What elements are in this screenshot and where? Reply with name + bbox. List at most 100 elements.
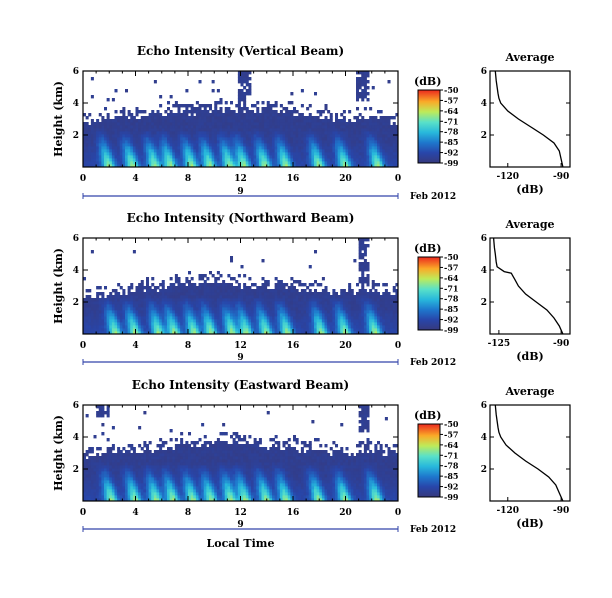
heatmap-cell xyxy=(117,301,121,305)
heatmap-cell xyxy=(258,152,262,156)
heatmap-cell xyxy=(224,301,228,305)
heatmap-cell xyxy=(159,134,163,138)
heatmap-cell xyxy=(335,310,339,314)
heatmap-cell xyxy=(285,289,289,293)
heatmap-cell xyxy=(83,143,87,147)
heatmap-cell xyxy=(324,316,328,320)
heatmap-cell xyxy=(143,122,147,126)
heatmap-cell xyxy=(340,316,344,320)
heatmap-cell xyxy=(180,164,184,168)
heatmap-cell xyxy=(316,152,320,156)
heatmap-cell xyxy=(214,125,218,129)
heatmap-cell xyxy=(311,146,315,150)
heatmap-cell xyxy=(111,474,115,478)
heatmap-cell xyxy=(298,328,302,332)
heatmap-cell xyxy=(188,316,192,320)
heatmap-cell xyxy=(198,146,202,150)
heatmap-cell xyxy=(235,325,239,329)
heatmap-cell xyxy=(177,289,181,293)
heatmap-cell xyxy=(143,325,147,329)
heatmap-cell xyxy=(209,319,213,323)
heatmap-cell xyxy=(203,155,207,159)
heatmap-cell xyxy=(104,128,108,132)
heatmap-cell xyxy=(211,158,215,162)
heatmap-cell xyxy=(156,301,160,305)
heatmap-cell xyxy=(159,116,163,120)
heatmap-cell xyxy=(83,277,87,281)
heatmap-cell xyxy=(248,119,252,123)
heatmap-cell xyxy=(235,310,239,314)
heatmap-cell xyxy=(274,161,278,165)
heatmap-cell xyxy=(264,119,268,123)
heatmap-cell xyxy=(127,307,131,311)
heatmap-cell xyxy=(274,298,278,302)
heatmap-cell xyxy=(269,116,273,120)
heatmap-cell xyxy=(392,325,396,329)
heatmap-cell xyxy=(156,116,160,120)
heatmap-cell xyxy=(243,101,247,105)
heatmap-cell xyxy=(245,322,249,326)
heatmap-cell xyxy=(232,164,236,168)
heatmap-cell xyxy=(235,295,239,299)
heatmap-cell xyxy=(130,465,134,469)
heatmap-cell xyxy=(390,319,394,323)
heatmap-cell xyxy=(111,298,115,302)
heatmap-cell xyxy=(366,322,370,326)
heatmap-cell xyxy=(85,125,89,129)
heatmap-cell xyxy=(319,146,323,150)
heatmap-cell xyxy=(303,301,307,305)
heatmap-cell xyxy=(251,155,255,159)
heatmap-cell xyxy=(83,477,87,481)
heatmap-cell xyxy=(85,158,89,162)
heatmap-cell xyxy=(324,104,328,108)
heatmap-cell xyxy=(321,310,325,314)
heatmap-cell xyxy=(348,146,352,150)
average-profile-line xyxy=(492,237,564,335)
heatmap-cell xyxy=(363,268,367,272)
heatmap-cell xyxy=(274,304,278,308)
heatmap-cell xyxy=(321,143,325,147)
heatmap-cell xyxy=(384,319,388,323)
heatmap-cell xyxy=(251,110,255,114)
heatmap-cell xyxy=(101,319,105,323)
heatmap-cell xyxy=(104,143,108,147)
heatmap-cell xyxy=(253,325,257,329)
heatmap-cell xyxy=(219,307,223,311)
heatmap-cell xyxy=(230,325,234,329)
heatmap-cell xyxy=(327,122,331,126)
heatmap-cell xyxy=(256,161,260,165)
heatmap-cell xyxy=(332,310,336,314)
heatmap-cell xyxy=(384,325,388,329)
heatmap-cell xyxy=(101,325,105,329)
heatmap-cell xyxy=(101,158,105,162)
heatmap-cell xyxy=(135,477,139,481)
heatmap-cell xyxy=(335,149,339,153)
heatmap-cell xyxy=(377,316,381,320)
heatmap-cell xyxy=(363,265,367,269)
heatmap-cell xyxy=(135,128,139,132)
heatmap-cell xyxy=(188,155,192,159)
heatmap-cell xyxy=(140,492,144,496)
heatmap-cell xyxy=(185,152,189,156)
heatmap-cell xyxy=(232,134,236,138)
heatmap-cell xyxy=(201,274,205,278)
heatmap-cell xyxy=(148,474,152,478)
average-frame xyxy=(489,70,571,168)
heatmap-cell xyxy=(125,125,129,129)
heatmap-cell xyxy=(138,444,142,448)
heatmap-cell xyxy=(300,298,304,302)
heatmap-cell xyxy=(106,438,110,442)
heatmap-cell xyxy=(119,298,123,302)
heatmap-cell xyxy=(146,474,150,478)
heatmap-cell xyxy=(198,125,202,129)
heatmap-cell xyxy=(350,313,354,317)
heatmap-cell xyxy=(345,164,349,168)
heatmap-cell xyxy=(269,110,273,114)
heatmap-cell xyxy=(282,289,286,293)
heatmap-cell xyxy=(138,480,142,484)
heatmap-cell xyxy=(371,310,375,314)
heatmap-cell xyxy=(138,155,142,159)
heatmap-cell xyxy=(130,134,134,138)
heatmap-cell xyxy=(311,152,315,156)
heatmap-cell xyxy=(127,468,131,472)
